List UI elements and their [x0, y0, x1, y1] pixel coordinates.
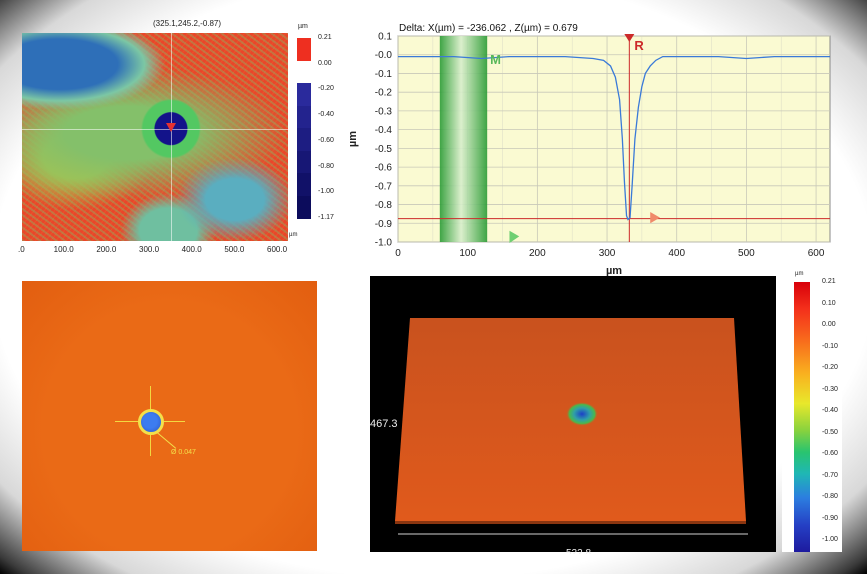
y-tick-label: 0.1: [378, 32, 392, 43]
colorbar-3d-tick-label: -0.80: [822, 493, 838, 500]
measure-leader-line: [155, 431, 176, 449]
y-tick-label: -0.9: [375, 219, 393, 230]
x-axis-label: µm: [606, 265, 622, 277]
x-tick-label: 300.0: [139, 245, 160, 254]
x-tick-label: 500.0: [224, 245, 245, 254]
marker-m-label: M: [490, 52, 501, 67]
cursor-r-triangle-icon[interactable]: [624, 34, 635, 42]
colorbar-cell: [297, 38, 311, 61]
dimension-bottom-label: 522.8: [566, 548, 592, 554]
coordinate-readout: (325.1,245.2,-0.87): [153, 19, 222, 28]
marker-r-label: R: [634, 38, 644, 53]
colorbar-3d-tick-label: 0.21: [822, 278, 836, 285]
colorbar-3d-tick-label: -0.40: [822, 407, 838, 414]
marker-m-band[interactable]: [439, 36, 488, 242]
y-tick-label: -0.1: [375, 69, 393, 80]
colorbar-cell: [297, 83, 311, 106]
dimple-feature: [566, 402, 598, 426]
colorbar-3d-tick-label: -0.10: [822, 342, 838, 350]
profile-chart[interactable]: R M 0.1 -0.0 -0.1 -0.2 -0.3 -0.4 -0.5 -0.6 -0.7 -0.…: [340, 28, 840, 280]
x-tick-label: 500: [738, 248, 755, 259]
optical-image[interactable]: Ø 0.047: [22, 281, 317, 551]
colorbar-3d-panel: [782, 270, 842, 552]
play-arrow-icon[interactable]: [650, 212, 660, 224]
colorbar-3d-tick-label: -0.70: [822, 471, 838, 479]
colorbar-unit-top: µm: [298, 23, 308, 30]
diameter-label: Ø 0.047: [171, 449, 196, 456]
y-tick-label: -0.7: [375, 181, 393, 192]
colorbar-3d-tick-label: -1.00: [822, 536, 838, 543]
colorbar-tick-label: -0.60: [318, 136, 334, 144]
y-tick-label: -0.4: [375, 125, 393, 136]
dimension-side-label: 467.3: [370, 418, 398, 430]
colorbar-3d-tick-label: 0.00: [822, 321, 836, 328]
colorbar-cell: [297, 128, 311, 151]
colorbar-tick-label: -1.17: [318, 214, 334, 221]
x-tick-label: 400.0: [181, 245, 202, 254]
x-tick-label: 0: [395, 248, 401, 259]
profile-marker-icon[interactable]: [165, 122, 176, 132]
surface-edge: [395, 521, 746, 524]
x-tick-label: 100.0: [53, 245, 74, 254]
x-tick-label: 400: [668, 248, 685, 259]
colorbar-cell: [297, 195, 311, 219]
y-tick-label: -0.3: [375, 106, 393, 117]
colorbar-3d-tick-label: -0.30: [822, 385, 838, 393]
colorbar-unit-bottom: µm: [289, 232, 298, 238]
x-tick-label: 600: [808, 248, 825, 259]
colorbar-cell: [297, 60, 311, 84]
y-tick-label: -0.2: [375, 88, 393, 99]
play-arrow-icon[interactable]: [509, 230, 520, 243]
colorbar-3d-tick-label: 0.10: [822, 299, 836, 307]
surface-3d[interactable]: [370, 276, 776, 552]
y-tick-label: -0.5: [375, 144, 393, 155]
y-tick-label: -0.0: [375, 50, 393, 61]
measured-circle[interactable]: [138, 409, 164, 435]
colorbar-3d-tick-label: -0.90: [822, 514, 838, 522]
colorbar-cell: [297, 173, 311, 196]
colorbar-3d: [794, 282, 810, 552]
colorbar-3d-tick-label: -0.50: [822, 428, 838, 436]
colorbar-tick-label: -0.80: [318, 162, 334, 170]
colorbar-tick-label: 0.00: [318, 59, 332, 67]
x-tick-label: 200: [529, 248, 546, 259]
x-tick-label: 300: [599, 248, 616, 259]
crosshair-horizontal: [22, 128, 288, 130]
y-tick-label: -0.8: [375, 200, 393, 211]
colorbar-cell: [297, 150, 311, 174]
colorbar-3d-tick-label: -0.20: [822, 364, 838, 371]
y-tick-label: -0.6: [375, 163, 393, 174]
colorbar-tick-label: -1.00: [318, 188, 334, 196]
colorbar-cell: [297, 105, 311, 129]
colorbar-tick-label: -0.20: [318, 85, 334, 93]
x-tick-label: 100: [459, 248, 476, 259]
colorbar-tick-label: -0.40: [318, 111, 334, 119]
delta-readout: Delta: X(µm) = -236.062 , Z(µm) = 0.679: [399, 23, 578, 34]
colorbar-3d-unit: µm: [795, 271, 804, 277]
y-axis-label: µm: [347, 131, 359, 147]
x-tick-label: 200.0: [96, 245, 117, 254]
y-tick-label: -1.0: [375, 238, 393, 249]
x-tick-label: .0: [18, 245, 25, 254]
height-map[interactable]: [22, 33, 288, 241]
colorbar-tick-label: 0.21: [318, 34, 332, 41]
profile-series-line: [398, 55, 830, 221]
x-tick-label: 600.0: [267, 245, 288, 254]
colorbar-3d-tick-label: -0.60: [822, 450, 838, 457]
crosshair-vertical: [170, 33, 172, 241]
